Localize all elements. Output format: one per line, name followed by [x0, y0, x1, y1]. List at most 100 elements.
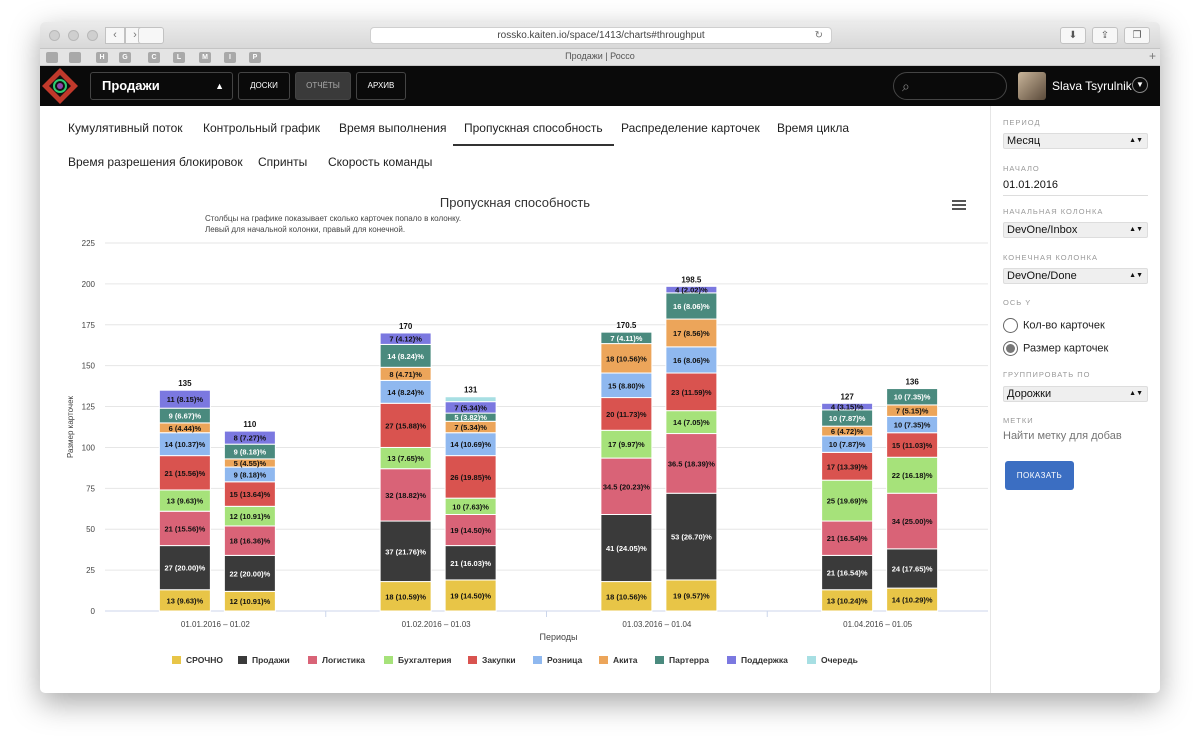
data-label: 16 (8.06)% — [673, 302, 710, 311]
tab-throughput[interactable]: Пропускная способность — [453, 121, 614, 146]
bookmark-globe-icon[interactable] — [46, 52, 58, 63]
minimize-window-icon[interactable] — [68, 30, 79, 41]
bookmark-github-icon[interactable]: G — [119, 52, 131, 63]
y-axis-title: Размер карточек — [66, 395, 75, 458]
bookmark-i-icon[interactable]: I — [224, 52, 236, 63]
radio-off-icon — [1003, 318, 1018, 333]
user-name[interactable]: Slava Tsyrulnik — [1052, 79, 1132, 93]
data-label: 17 (8.56)% — [673, 329, 710, 338]
data-label: 10 (7.63)% — [452, 502, 489, 511]
bar-segment — [665, 346, 718, 374]
tab-lead-time[interactable]: Время выполнения — [339, 121, 447, 135]
bar-total-label: 135 — [178, 379, 192, 388]
address-bar[interactable]: rossko.kaiten.io/space/1413/charts#throu… — [370, 27, 832, 44]
tab-cumulative-flow[interactable]: Кумулятивный поток — [68, 121, 183, 135]
back-icon[interactable]: ‹ — [105, 27, 125, 44]
period-select[interactable]: Месяц ▲▼ — [1003, 133, 1148, 149]
y-axis-label: ОСЬ Y — [1003, 298, 1032, 307]
reload-icon[interactable]: ↻ — [814, 30, 823, 41]
search-input[interactable]: ⌕ — [893, 72, 1007, 100]
end-column-select[interactable]: DevOne/Done ▲▼ — [1003, 268, 1148, 284]
x-tick-label: 01.04.2016 – 01.05 — [843, 620, 913, 629]
data-label: 7 (5.34)% — [454, 423, 487, 432]
end-column-value: DevOne/Done — [1007, 270, 1077, 282]
bar-segment — [600, 514, 653, 583]
tab-control-chart[interactable]: Контрольный график — [203, 121, 320, 135]
data-label: 26 (19.85)% — [450, 473, 491, 482]
data-label: 9 (8.18)% — [234, 470, 267, 479]
radio-card-count[interactable]: Кол-во карточек — [1003, 318, 1105, 333]
data-label: 14 (10.29)% — [892, 596, 933, 605]
report-main: Кумулятивный поток Контрольный график Вр… — [40, 106, 990, 693]
legend-item: СРОЧНО — [186, 655, 223, 665]
data-label: 5 (4.55)% — [234, 459, 267, 468]
close-window-icon[interactable] — [49, 30, 60, 41]
legend-item: Поддержка — [741, 655, 788, 665]
radio-card-size[interactable]: Размер карточек — [1003, 341, 1108, 356]
start-underline — [1003, 195, 1148, 196]
tab-card-distribution[interactable]: Распределение карточек — [621, 121, 760, 135]
data-label: 13 (9.63)% — [167, 497, 204, 506]
boards-button[interactable]: ДОСКИ — [238, 72, 290, 100]
data-label: 21 (15.56)% — [164, 524, 205, 533]
board-select[interactable]: Продажи ▲ — [90, 72, 233, 100]
y-tick-label: 75 — [86, 484, 95, 493]
throughput-chart: 0 25 50 75 100 125 150 175 200 225 Размер карточек… — [66, 239, 988, 665]
archive-button[interactable]: АРХИВ — [356, 72, 406, 100]
bookmark-l-icon[interactable]: L — [173, 52, 185, 63]
data-label: 18 (10.56)% — [606, 592, 647, 601]
sidebar-toggle-icon[interactable] — [138, 27, 164, 44]
data-label: 25 (19.69)% — [827, 497, 868, 506]
data-label: 32 (18.82)% — [385, 491, 426, 500]
bookmark-m-icon[interactable]: M — [199, 52, 211, 63]
group-by-select[interactable]: Дорожки ▲▼ — [1003, 386, 1148, 402]
download-icon[interactable]: ⬇ — [1060, 27, 1086, 44]
legend-item: Партерра — [669, 655, 709, 665]
tab-block-resolution-time[interactable]: Время разрешения блокировок — [68, 155, 243, 169]
show-button[interactable]: ПОКАЗАТЬ — [1005, 461, 1074, 490]
start-date-input[interactable]: 01.01.2016 — [1003, 179, 1059, 191]
bookmark-h-icon[interactable]: H — [96, 52, 108, 63]
bookmark-drive-icon[interactable] — [69, 52, 81, 63]
bar-segment — [158, 510, 211, 547]
data-label: 17 (9.97)% — [608, 440, 645, 449]
chevron-down-icon[interactable]: ▼ — [1132, 77, 1148, 93]
data-label: 21 (16.03)% — [450, 559, 491, 568]
radio-card-size-label: Размер карточек — [1023, 342, 1109, 355]
y-tick-label: 50 — [86, 525, 95, 534]
updown-icon: ▲▼ — [1129, 226, 1143, 233]
share-icon[interactable]: ⇪ — [1092, 27, 1118, 44]
bar-total-label: 110 — [243, 420, 256, 429]
bookmark-c-icon[interactable]: C — [148, 52, 160, 63]
tab-team-velocity[interactable]: Скорость команды — [328, 155, 433, 169]
y-tick-label: 200 — [82, 280, 96, 289]
chart-title: Пропускная способность — [439, 195, 591, 210]
bar-segment — [665, 492, 718, 581]
new-tab-icon[interactable]: + — [1148, 49, 1156, 63]
tab-sprints[interactable]: Спринты — [258, 155, 308, 169]
start-column-select[interactable]: DevOne/Inbox ▲▼ — [1003, 222, 1148, 238]
tab-title[interactable]: Продажи | Россо — [565, 51, 635, 61]
zoom-window-icon[interactable] — [87, 30, 98, 41]
bar-segment — [158, 545, 211, 591]
tab-cycle-time[interactable]: Время цикла — [777, 121, 850, 135]
data-label: 21 (16.54)% — [827, 569, 868, 578]
avatar[interactable] — [1018, 72, 1046, 100]
data-label: 14 (7.05)% — [673, 418, 710, 427]
chart-menu-icon[interactable] — [952, 200, 966, 212]
legend-swatch — [384, 656, 393, 664]
kaiten-logo-icon[interactable] — [40, 66, 80, 106]
bar-segment — [886, 432, 939, 458]
data-label: 12 (10.91)% — [229, 512, 270, 521]
tabs-icon[interactable]: ❐ — [1124, 27, 1150, 44]
tags-input[interactable] — [1003, 430, 1148, 442]
data-label: 10 (7.35)% — [894, 393, 931, 402]
bar-segment — [821, 451, 874, 481]
group-by-value: Дорожки — [1007, 388, 1052, 400]
bookmark-p-icon[interactable]: P — [249, 52, 261, 63]
data-label: 19 (9.57)% — [673, 591, 710, 600]
app-header: Продажи ▲ ДОСКИ ОТЧЁТЫ АРХИВ ⌕ Slava Tsy… — [40, 66, 1160, 106]
data-label: 27 (15.88)% — [385, 421, 426, 430]
reports-button[interactable]: ОТЧЁТЫ — [295, 72, 351, 100]
data-label: 10 (7.35)% — [894, 421, 931, 430]
